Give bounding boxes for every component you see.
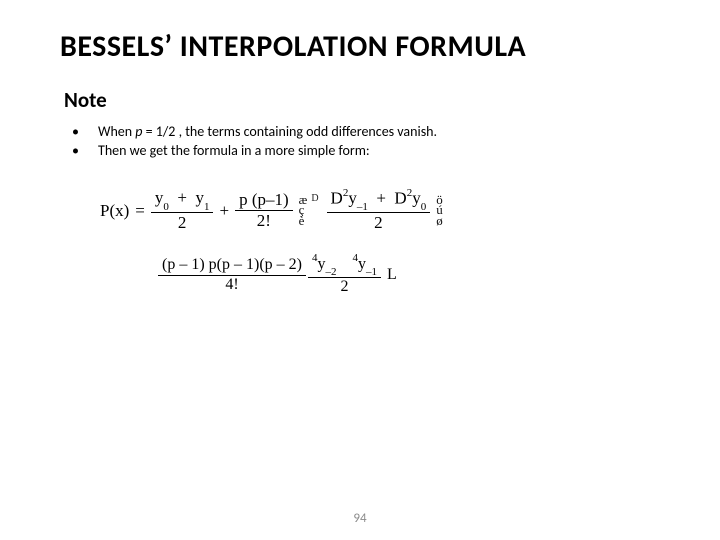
d4-sup: 4 [352, 252, 358, 264]
frac-pp1: p (p–1) 2! [235, 191, 293, 230]
formula-line-2: (p – 1) p(p – 1)(p – 2) 4! 4y–2 4y–1 2 L [160, 254, 670, 296]
formula-line-1: P(x) = y0 + y1 2 + p (p–1) 2! æ ç è [100, 189, 670, 232]
d-glyph: D [311, 193, 318, 204]
d4-sup: 4 [312, 252, 318, 264]
y0-sub: 0 [421, 201, 427, 213]
l-ellipsis: L [387, 266, 397, 284]
plus-sign: + [177, 188, 187, 207]
glyph: ø [436, 216, 443, 226]
ym1-sub: –1 [357, 201, 368, 213]
den-2fact: 2! [253, 211, 275, 230]
frac-d2avg: D2y–1 + D2y0 2 [327, 189, 431, 232]
d-sym: D [394, 188, 406, 207]
list-item: When p = 1/2 , the terms containing odd … [68, 123, 670, 142]
y-sym: y [195, 188, 204, 207]
formula-block: P(x) = y0 + y1 2 + p (p–1) 2! æ ç è [100, 189, 670, 296]
y0-sub: 0 [163, 201, 169, 213]
den-4fact: 4! [221, 276, 242, 294]
den-2c: 2 [336, 278, 352, 296]
bullet-text: Then we get the formula in a more simple… [98, 142, 370, 159]
bullet-text-rest: = 1/2 , the terms containing odd differe… [143, 123, 438, 140]
bracket-left-garbled: æ ç è [299, 195, 308, 226]
glyph: è [299, 216, 308, 226]
list-item: Then we get the formula in a more simple… [68, 142, 670, 161]
den-2b: 2 [370, 213, 387, 232]
bullet-list: When p = 1/2 , the terms containing odd … [68, 123, 670, 161]
d-sym: D [331, 188, 343, 207]
bracket-right-garbled: ö ú ø [436, 195, 443, 226]
y-sym: y [358, 256, 366, 273]
bullet-var: p [135, 123, 142, 140]
den-2: 2 [174, 213, 191, 232]
num-pp1: p (p–1) [235, 191, 293, 211]
px-label: P(x) [100, 201, 129, 221]
ym2-sub: –2 [325, 266, 336, 278]
bullet-text-prefix: When [98, 123, 135, 140]
equals-sign: = [135, 201, 145, 221]
num-4th: (p – 1) p(p – 1)(p – 2) [158, 257, 306, 276]
plus-sign: + [219, 201, 229, 221]
y-sym: y [348, 188, 357, 207]
y1-sub: 1 [204, 201, 210, 213]
frac-y0y1: y0 + y1 2 [151, 189, 214, 232]
ym1-sub: –1 [366, 266, 377, 278]
frac-4th: (p – 1) p(p – 1)(p – 2) 4! [158, 257, 306, 294]
page-number: 94 [0, 511, 720, 526]
frac-d4avg: 4y–2 4y–1 2 [308, 254, 381, 296]
d2-sup: 2 [343, 187, 349, 199]
note-heading: Note [64, 87, 670, 113]
d2-sup: 2 [407, 187, 413, 199]
slide: BESSELS’ INTERPOLATION FORMULA Note When… [0, 0, 720, 540]
page-title: BESSELS’ INTERPOLATION FORMULA [60, 28, 670, 65]
y-sym: y [412, 188, 421, 207]
